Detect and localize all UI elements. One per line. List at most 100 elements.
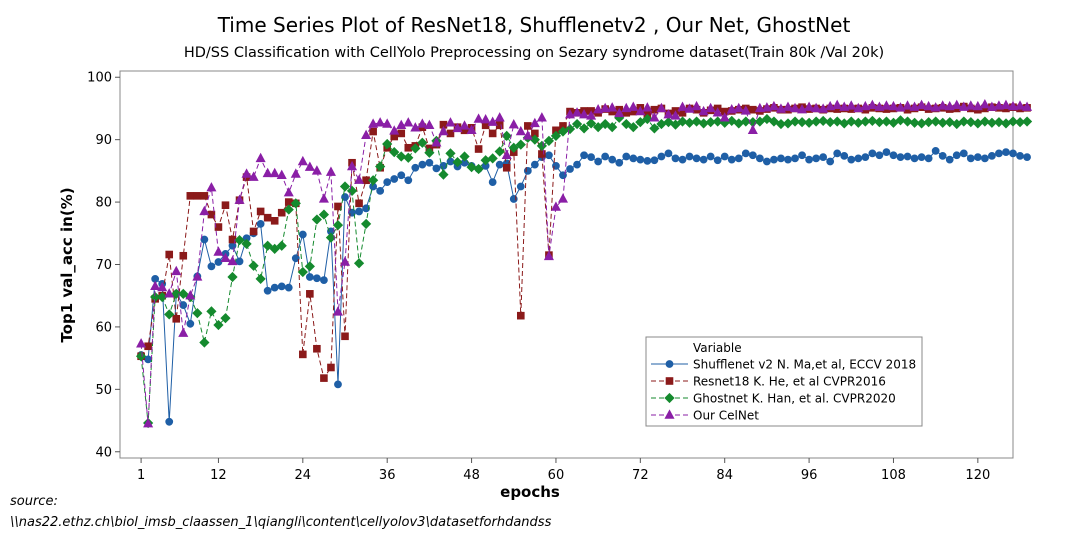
data-point (199, 337, 210, 348)
data-point (304, 261, 315, 272)
data-point (179, 301, 188, 309)
data-point (403, 117, 414, 127)
data-point (762, 157, 771, 166)
data-point (699, 155, 708, 164)
y-axis: 40 50 60 70 80 90 100 (87, 71, 120, 460)
data-point (200, 235, 209, 244)
data-point (136, 338, 147, 348)
data-point (508, 142, 519, 153)
data-point (207, 262, 216, 271)
data-point (881, 116, 892, 127)
data-point (847, 155, 856, 164)
data-point (761, 113, 773, 125)
data-point (466, 124, 477, 134)
data-point (903, 152, 912, 161)
data-point (600, 118, 611, 130)
data-point (726, 104, 737, 114)
data-point (459, 120, 470, 130)
data-point (607, 102, 618, 112)
data-point (157, 291, 168, 303)
data-point (586, 118, 597, 129)
x-tick-label: 24 (295, 468, 312, 483)
data-point (1000, 99, 1012, 110)
legend-label: Shufflenet v2 N. Ma,et al, ECCV 2018 (693, 358, 916, 372)
y-tick-label: 80 (95, 196, 112, 211)
data-point (635, 105, 646, 116)
data-point (642, 113, 653, 125)
data-point (369, 127, 377, 136)
data-point (327, 363, 335, 372)
data-point (741, 149, 750, 158)
data-point (311, 214, 322, 225)
data-point (685, 152, 694, 161)
data-point (255, 273, 266, 284)
data-point (157, 281, 168, 292)
data-point (432, 164, 441, 173)
data-point (621, 118, 632, 130)
data-point (473, 113, 484, 123)
data-point (397, 171, 406, 180)
data-point (944, 100, 955, 111)
data-point (635, 117, 646, 128)
data-point (200, 192, 209, 200)
data-point (185, 290, 196, 300)
data-point (916, 118, 927, 129)
data-point (360, 218, 372, 230)
legend-entry: Shufflenet v2 N. Ma,et al, ECCV 2018 (651, 358, 916, 372)
data-point (720, 152, 729, 161)
data-point (867, 115, 878, 127)
data-point (796, 117, 808, 128)
y-tick-label: 60 (95, 320, 112, 335)
data-point (797, 104, 808, 114)
data-point (283, 187, 294, 197)
data-point (299, 350, 307, 359)
data-point (1022, 101, 1033, 111)
data-point (572, 107, 583, 117)
data-point (860, 100, 871, 111)
data-point (213, 319, 224, 331)
data-point (931, 146, 940, 155)
data-point (213, 246, 224, 256)
data-point (171, 288, 182, 299)
x-tick-label: 36 (379, 468, 396, 483)
data-point (770, 155, 778, 164)
data-point (594, 157, 603, 166)
data-point (362, 204, 371, 213)
data-point (979, 116, 990, 127)
data-point (382, 118, 393, 128)
y-tick-label: 50 (95, 383, 112, 398)
data-point (628, 122, 639, 133)
data-point (854, 154, 863, 163)
legend-marker (664, 392, 675, 404)
data-point (896, 153, 905, 162)
data-point (657, 152, 666, 161)
data-point (214, 223, 223, 231)
data-point (396, 151, 407, 162)
data-point (846, 100, 857, 110)
data-point (1007, 116, 1019, 127)
data-point (909, 117, 920, 128)
data-point (895, 102, 906, 112)
data-point (495, 160, 504, 169)
series-4 (136, 99, 1033, 428)
data-point (241, 238, 252, 250)
data-point (192, 308, 203, 319)
data-point (347, 160, 358, 171)
data-point (424, 119, 435, 130)
data-point (269, 167, 280, 178)
x-tick-label: 96 (801, 468, 818, 483)
data-point (712, 107, 723, 117)
data-point (980, 154, 989, 163)
data-point (818, 115, 829, 127)
data-point (965, 117, 976, 128)
chart-title: Time Series Plot of ResNet18, Shufflenet… (217, 13, 851, 37)
data-point (277, 282, 286, 291)
data-point (221, 201, 230, 210)
data-point (397, 129, 406, 138)
data-point (587, 153, 596, 162)
data-point (516, 182, 525, 191)
data-point (311, 165, 322, 175)
data-point (290, 198, 301, 209)
data-point (1002, 148, 1010, 157)
data-point (986, 101, 997, 111)
